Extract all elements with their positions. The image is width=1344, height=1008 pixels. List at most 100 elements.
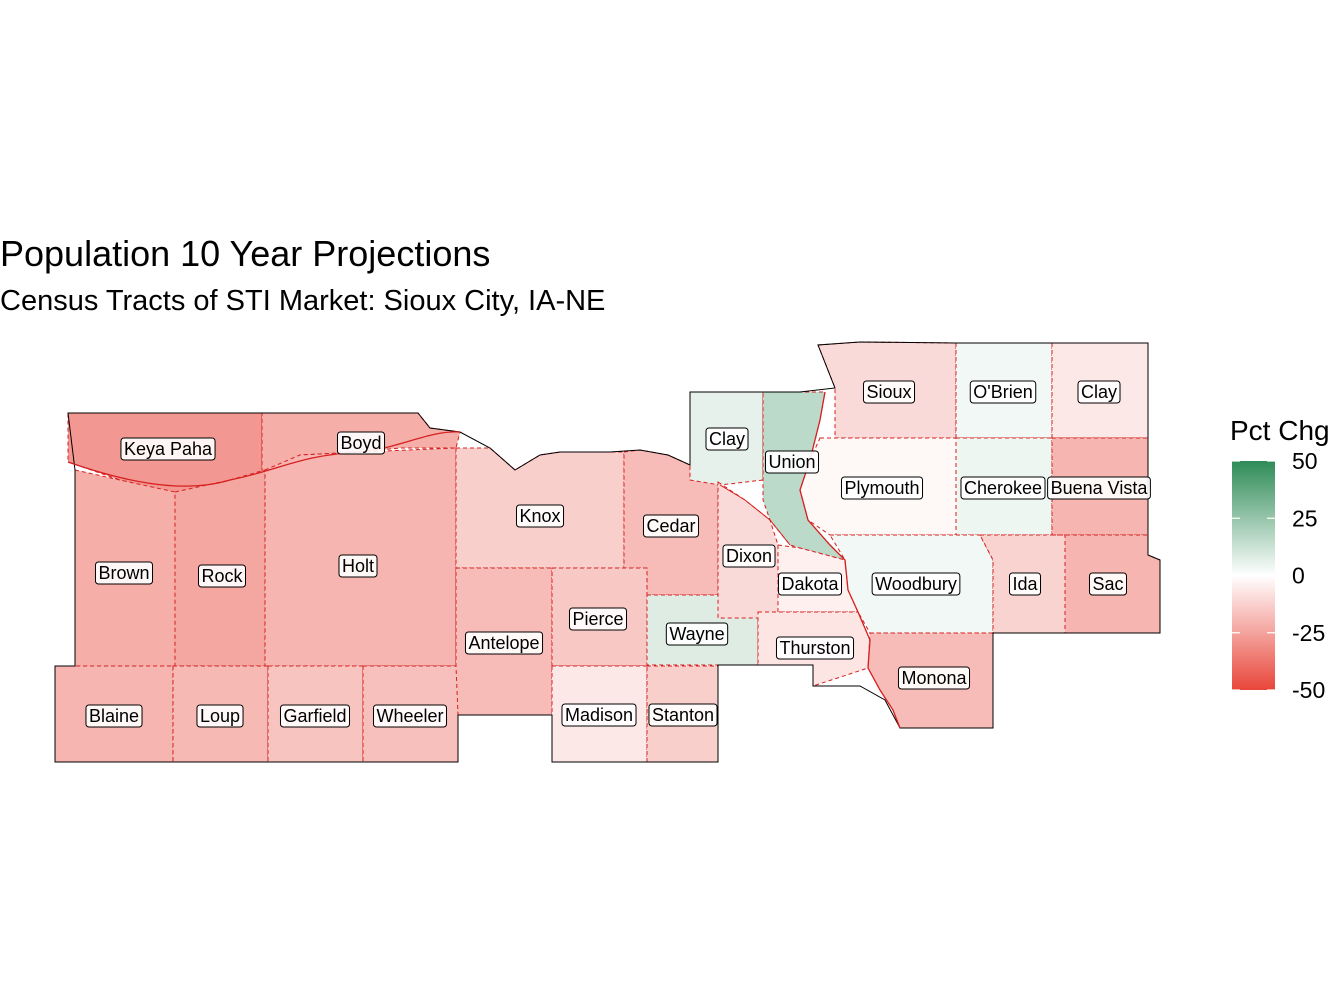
county-label: Rock: [197, 564, 247, 588]
label-box: [897, 666, 971, 690]
label-box: [561, 703, 637, 727]
county-label: Loup: [196, 704, 244, 728]
county-layer: [54, 341, 1161, 763]
outer-boundary: [54, 341, 1161, 763]
county-name: Brown: [98, 563, 149, 583]
county-label: Woodbury: [871, 572, 961, 596]
county-name: Boyd: [340, 433, 381, 453]
label-box: [372, 704, 448, 728]
county-label: Clay: [1077, 380, 1121, 404]
county-label: Sac: [1088, 572, 1128, 596]
legend-tick-label: 50: [1292, 448, 1318, 474]
label-box: [85, 704, 143, 728]
map-subtitle: Census Tracts of STI Market: Sioux City,…: [0, 285, 606, 317]
county-name: Dixon: [726, 546, 772, 566]
label-box: [764, 450, 820, 474]
county-name: Monona: [901, 668, 967, 688]
county-name: Plymouth: [844, 478, 919, 498]
county-name: Thurston: [779, 638, 850, 658]
label-box: [1047, 476, 1151, 500]
county-label: Clay: [705, 427, 749, 451]
county-name: Holt: [342, 556, 374, 576]
legend-title: Pct Chg: [1230, 415, 1330, 446]
county-label: Wayne: [665, 622, 729, 646]
county-label: Brown: [94, 561, 154, 585]
county-label: Pierce: [568, 607, 628, 631]
county-name: Sac: [1092, 574, 1123, 594]
map-title: Population 10 Year Projections: [0, 233, 491, 274]
county-name: Ida: [1012, 574, 1038, 594]
county-name: Antelope: [468, 633, 539, 653]
county-label: Wheeler: [372, 704, 448, 728]
label-box: [120, 437, 216, 461]
county-name: O'Brien: [973, 382, 1032, 402]
label-box: [722, 544, 776, 568]
label-box: [338, 554, 378, 578]
label-layer: Keya Paha Boyd Brown Rock Holt Blaine Loup Garf…: [85, 380, 1151, 728]
state-line: [719, 484, 791, 546]
label-box: [196, 704, 244, 728]
county-label: Buena Vista: [1047, 476, 1151, 500]
label-box: [642, 514, 700, 538]
county-label: Garfield: [279, 704, 351, 728]
county-label: Blaine: [85, 704, 143, 728]
legend-tick-label: -50: [1292, 677, 1325, 703]
label-box: [665, 622, 729, 646]
county-name: Rock: [201, 566, 243, 586]
label-box: [94, 561, 154, 585]
county-name: Wheeler: [376, 706, 443, 726]
county-label: Holt: [338, 554, 378, 578]
county-label: Keya Paha: [120, 437, 216, 461]
county-label: Sioux: [862, 380, 916, 404]
county-name: Blaine: [89, 706, 139, 726]
county-label: Knox: [515, 504, 565, 528]
county-name: Clay: [1081, 382, 1117, 402]
county-name: Buena Vista: [1051, 478, 1149, 498]
label-box: [1088, 572, 1128, 596]
county-name: Madison: [565, 705, 633, 725]
county-label: Ida: [1008, 572, 1042, 596]
county-name: Pierce: [572, 609, 623, 629]
label-box: [279, 704, 351, 728]
legend: Pct Chg 50 25 0 -25 -50: [1230, 415, 1330, 703]
county-label: Cedar: [642, 514, 700, 538]
county-label: Monona: [897, 666, 971, 690]
county-label: Thurston: [775, 636, 855, 660]
label-box: [1077, 380, 1121, 404]
county-name: Clay: [709, 429, 745, 449]
label-box: [775, 636, 855, 660]
label-box: [1008, 572, 1042, 596]
label-box: [969, 380, 1037, 404]
county-label: Dixon: [722, 544, 776, 568]
county-name: Woodbury: [875, 574, 957, 594]
label-box: [568, 607, 628, 631]
label-box: [197, 564, 247, 588]
legend-tick-label: -25: [1292, 620, 1325, 646]
label-box: [705, 427, 749, 451]
county-label: Plymouth: [840, 476, 924, 500]
label-box: [464, 631, 544, 655]
county-name: Keya Paha: [124, 439, 213, 459]
county-name: Sioux: [866, 382, 911, 402]
label-box: [840, 476, 924, 500]
county-label: Antelope: [464, 631, 544, 655]
county-name: Dakota: [781, 574, 839, 594]
label-box: [862, 380, 916, 404]
label-box: [777, 572, 843, 596]
county-name: Cedar: [646, 516, 695, 536]
county-name: Cherokee: [964, 478, 1042, 498]
state-line: [67, 431, 461, 487]
legend-tick-label: 25: [1292, 505, 1318, 531]
county-name: Stanton: [652, 705, 714, 725]
county-label: Dakota: [777, 572, 843, 596]
label-box: [648, 703, 718, 727]
county-label: O'Brien: [969, 380, 1037, 404]
county-label: Stanton: [648, 703, 718, 727]
county-name: Wayne: [669, 624, 724, 644]
label-box: [960, 476, 1046, 500]
county-label: Cherokee: [960, 476, 1046, 500]
county-name: Loup: [200, 706, 240, 726]
county-name: Garfield: [283, 706, 346, 726]
county-label: Madison: [561, 703, 637, 727]
